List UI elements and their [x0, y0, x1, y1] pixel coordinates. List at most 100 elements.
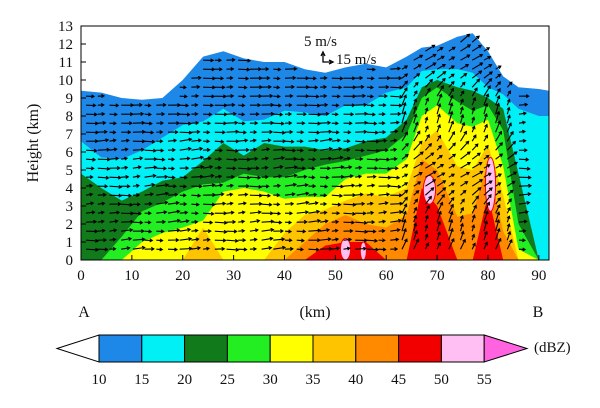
wind-vector: [249, 185, 262, 188]
wind-vector-head: [347, 156, 352, 161]
wind-vector-head: [300, 238, 305, 243]
wind-vector: [424, 79, 433, 88]
wind-vector-head: [149, 192, 154, 197]
wind-vector-head: [268, 202, 273, 207]
wind-vector: [518, 103, 528, 106]
wind-vector-head: [277, 211, 282, 216]
wind-vector-head: [246, 175, 251, 180]
wind-vector-head: [279, 164, 284, 170]
wind-vector-head: [479, 53, 484, 58]
wind-vector-head: [235, 129, 240, 134]
wind-vector-head: [221, 246, 226, 251]
wind-vector-head: [211, 94, 216, 99]
wind-vector-head: [223, 229, 228, 234]
wind-vector: [460, 64, 469, 70]
wind-vector-head: [257, 103, 262, 108]
wind-vector: [343, 212, 356, 215]
wind-vector-head: [265, 184, 270, 189]
wind-vector-head: [323, 76, 328, 80]
wind-vector: [273, 212, 281, 215]
wind-vector-head: [382, 247, 387, 252]
wind-vector: [495, 238, 502, 250]
wind-vector: [261, 148, 270, 151]
wind-vector-head: [371, 220, 376, 225]
wind-vector-head: [479, 170, 484, 175]
wind-vector-head: [370, 94, 375, 99]
wind-vector-head: [312, 157, 317, 162]
wind-vector-head: [241, 121, 246, 126]
wind-vector-head: [496, 227, 501, 232]
wind-vector-head: [151, 139, 156, 144]
wind-vector-head: [197, 246, 202, 251]
wind-vector: [156, 184, 169, 187]
wind-vector-head: [176, 121, 181, 126]
wind-vector: [284, 193, 295, 196]
wind-vector-head: [323, 210, 328, 215]
wind-vector: [495, 81, 501, 88]
wind-vector-head: [223, 220, 228, 225]
wind-vector-head: [94, 139, 99, 144]
wind-vector: [471, 97, 476, 106]
wind-vector-head: [125, 174, 130, 179]
wind-vector: [331, 156, 343, 160]
wind-vector-head: [127, 130, 132, 135]
wind-vector-head: [496, 102, 501, 107]
wind-vector-head: [91, 210, 96, 215]
wind-vector: [495, 103, 500, 115]
wind-vector-head: [174, 130, 179, 135]
wind-vector-head: [383, 210, 388, 215]
wind-vector-head: [466, 33, 471, 38]
wind-vector: [261, 229, 274, 232]
wind-vector-head: [394, 247, 399, 252]
wind-vector-head: [289, 94, 294, 99]
wind-vector-head: [195, 121, 200, 125]
wind-vector: [507, 180, 515, 187]
wind-vector: [459, 223, 464, 232]
wind-vector: [495, 228, 500, 241]
wind-vector: [320, 176, 329, 179]
y-tick-label: 7: [66, 127, 74, 143]
wind-vector: [238, 193, 248, 196]
wind-vector: [191, 176, 203, 178]
wind-vector-head: [442, 63, 447, 68]
wind-vector-head: [124, 147, 129, 152]
endpoint-start-label: A: [78, 304, 90, 321]
wind-vector-head: [290, 201, 295, 206]
wind-vector: [296, 176, 307, 178]
x-tick-label: 90: [531, 268, 546, 284]
wind-vector: [191, 156, 204, 160]
wind-vector: [191, 166, 204, 169]
wind-vector-head: [397, 184, 402, 189]
wind-vector-head: [484, 134, 489, 139]
wind-vector: [238, 202, 246, 205]
wind-vector: [390, 238, 399, 241]
wind-vector-head: [507, 206, 511, 211]
wind-vector-head: [464, 181, 469, 185]
wind-vector-head: [487, 85, 491, 89]
wind-vector-head: [124, 165, 129, 170]
wind-vector: [506, 122, 512, 133]
wind-vector-head: [450, 196, 455, 201]
wind-vector-head: [461, 81, 466, 86]
wind-vector-head: [93, 112, 98, 117]
wind-vector-head: [510, 130, 514, 135]
wind-vector-head: [441, 193, 445, 198]
wind-vector: [261, 237, 273, 241]
wind-vector-head: [138, 102, 143, 107]
wind-vector: [355, 184, 362, 187]
wind-vector-head: [194, 112, 199, 117]
wind-vector-head: [327, 237, 332, 242]
wind-vector-head: [300, 157, 305, 162]
wind-vector: [483, 180, 493, 187]
wind-vector-head: [335, 219, 340, 224]
wind-vector: [483, 64, 492, 70]
wind-vector: [401, 189, 408, 196]
wind-vector: [273, 246, 286, 250]
wind-vector-head: [382, 103, 387, 108]
wind-vector: [495, 95, 500, 106]
colorbar-segment: [226, 334, 271, 363]
wind-vector-head: [231, 174, 236, 179]
wind-vector-head: [513, 151, 518, 156]
y-tick-label: 6: [66, 145, 74, 161]
wind-vector: [203, 203, 215, 206]
